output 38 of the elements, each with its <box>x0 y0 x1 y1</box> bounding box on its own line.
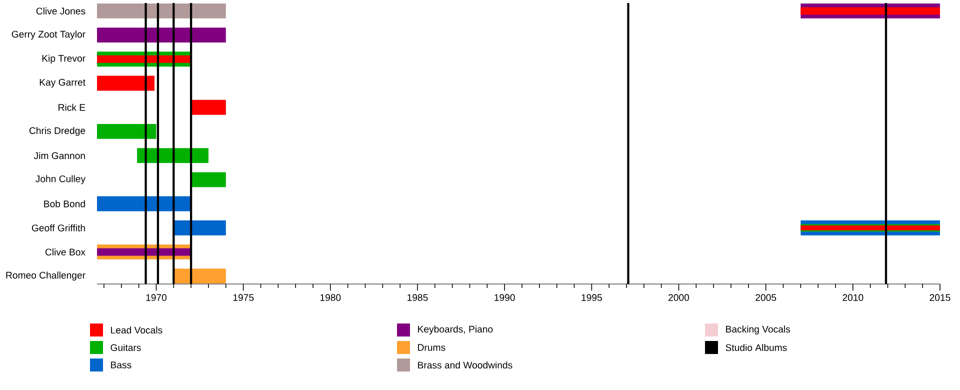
legend-label: Drums <box>418 344 446 351</box>
y-tick-label: Rick E <box>58 104 86 111</box>
y-tick-label: Bob Bond <box>44 200 85 208</box>
x-tick-label: 2010 <box>842 294 864 301</box>
x-tick-label: 2015 <box>930 294 950 301</box>
y-tick-label: Kip Trevor <box>42 54 86 64</box>
x-tick-label: 1990 <box>494 294 515 301</box>
legend-label: Bass <box>111 362 132 368</box>
y-tick-label: Clive Box <box>45 248 86 256</box>
x-tick-label: 2005 <box>756 294 776 301</box>
x-tick-label: 1970 <box>146 294 167 301</box>
x-tick-label: 1980 <box>320 294 341 301</box>
legend-label: Backing Vocals <box>726 326 790 334</box>
x-tick-label: 1995 <box>582 294 602 301</box>
y-tick-label: Kay Garret <box>40 78 86 88</box>
bar <box>97 124 156 139</box>
bar <box>97 55 192 63</box>
y-tick-label: John Culley <box>36 175 86 184</box>
y-tick-label: Geoff Griffith <box>32 224 85 232</box>
y-tick-label: Jim Gannon <box>34 152 85 160</box>
bar <box>97 28 226 43</box>
x-tick-label: 1975 <box>233 294 254 301</box>
bar <box>800 7 940 15</box>
bar <box>97 3 226 18</box>
y-tick-label: Gerry Zoot Taylor <box>12 30 86 40</box>
bar <box>191 172 226 188</box>
y-tick-label: Chris Dredge <box>29 126 86 136</box>
x-tick-label: 2000 <box>668 294 690 301</box>
legend-label: Keyboards, Piano <box>418 326 493 334</box>
y-tick-label: Clive Jones <box>36 7 86 14</box>
bar <box>174 220 226 236</box>
legend-label: Brass and Woodwinds <box>418 361 512 369</box>
x-tick-label: 1985 <box>408 294 428 301</box>
legend-label: Studio Albums <box>726 344 787 352</box>
legend-label: Guitars <box>110 344 141 352</box>
y-tick-label: Romeo Challenger <box>6 272 86 281</box>
legend-label: Lead Vocals <box>111 326 162 334</box>
bar <box>174 268 226 284</box>
